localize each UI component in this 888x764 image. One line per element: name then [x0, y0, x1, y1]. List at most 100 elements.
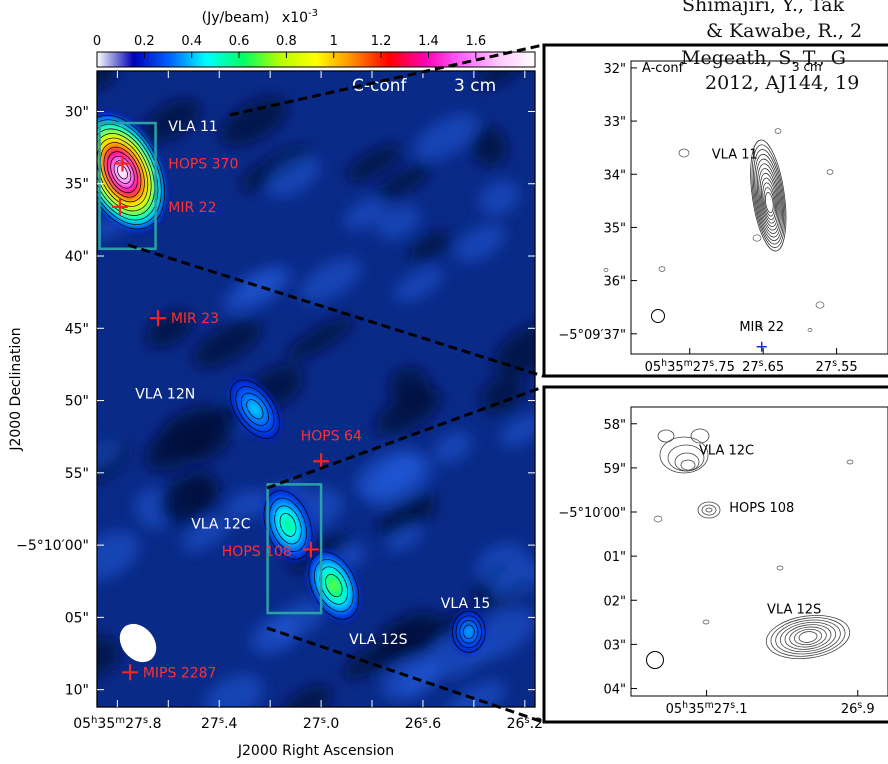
contour-line	[113, 160, 132, 184]
noise-blob	[375, 164, 432, 201]
y-tick-label: −5°10′00"	[16, 538, 89, 554]
contour-line	[240, 392, 269, 426]
colorbar-unit: (Jy/beam) x10-3	[202, 8, 318, 26]
colorbar-tick-label: 0.6	[229, 34, 250, 49]
marker-cross	[122, 664, 139, 681]
noise-blob	[376, 205, 420, 240]
emission-level	[252, 406, 258, 412]
x-axis-label: J2000 Right Ascension	[237, 743, 394, 759]
x-tick-label: 05h35m27s.1	[666, 700, 748, 717]
marker-label: MIR 22	[168, 200, 216, 216]
noise-blob	[378, 620, 423, 664]
contour-line	[659, 436, 709, 474]
contour-line	[770, 617, 846, 657]
contour-line	[97, 123, 159, 221]
inset-b-background	[544, 387, 888, 722]
source-markers: HOPS 370 MIR 22 MIR 23 HOPS 64 HOPS 108 MIPS …	[111, 155, 362, 681]
noise-blob	[377, 493, 437, 537]
colorbar-tick-label: 1.2	[371, 34, 392, 49]
noise-blob	[220, 96, 288, 147]
y-tick-label: 40"	[65, 249, 89, 265]
y-tick-label: 01"	[603, 550, 626, 565]
y-tick-label: 32"	[603, 62, 626, 77]
noise-blob	[344, 197, 387, 231]
contour-line	[117, 164, 128, 180]
contour-line	[279, 513, 297, 537]
contour-line	[763, 187, 775, 217]
contour-line	[775, 619, 841, 655]
noise-blob	[394, 266, 444, 302]
noise-blob	[375, 388, 442, 436]
y-tick-label: 35"	[603, 221, 626, 236]
inset-a-plot-frame	[630, 60, 888, 355]
reference-line-1: Shimajiri, Y., Tak	[682, 0, 845, 16]
colorbar: (Jy/beam) x10-3 0 0.2 0.4 0.6 0.8 1 1.2 1.4 1.6	[93, 8, 536, 68]
noise-blob	[222, 266, 292, 314]
emission-level	[285, 521, 291, 528]
noise-blob	[476, 71, 525, 88]
y-tick-label: 03"	[603, 638, 626, 653]
noise-contour	[752, 234, 762, 242]
noise-contour	[815, 301, 825, 309]
contour-line	[697, 501, 721, 519]
noise-blob	[204, 673, 264, 707]
contour-line	[274, 505, 302, 545]
colorbar-tick-labels: 0 0.2 0.4 0.6 0.8 1 1.2 1.4 1.6	[93, 34, 486, 49]
zoom-connectors	[127, 43, 544, 724]
y-tick-label: −5°10′00"	[558, 506, 626, 521]
noise-blob	[97, 530, 140, 581]
contour-line	[798, 631, 818, 643]
colorbar-tick-label: 0.8	[276, 34, 297, 49]
inset-a-marker-label: MIR 22	[739, 320, 784, 335]
contour-line	[754, 153, 783, 241]
inset-a-noise-contours	[603, 128, 834, 332]
x-tick-label: 27s.55	[816, 358, 858, 375]
marker-cross	[313, 453, 330, 470]
connector-bot-1	[266, 385, 544, 490]
zoom-boxes	[98, 121, 323, 615]
contour-line	[97, 128, 155, 216]
noise-blob	[97, 440, 122, 471]
y-tick-label: 36"	[603, 275, 626, 290]
noise-blob	[346, 144, 402, 182]
contour-line	[764, 191, 774, 214]
connector-top-1	[229, 43, 544, 117]
noise-contour	[653, 515, 663, 523]
noise-blob	[480, 375, 524, 414]
x-tick-label: 27s.4	[201, 715, 238, 732]
noise-blob	[381, 655, 439, 702]
source-label: VLA 12N	[135, 386, 195, 402]
contour-line	[762, 182, 776, 221]
inset-a-background	[544, 45, 888, 376]
x-tick-label: 05h35m27s.8	[73, 715, 161, 732]
reference-line-4: 2012, AJ144, 19	[705, 72, 859, 94]
marker-label: MIR 23	[171, 311, 219, 327]
noise-blob	[299, 257, 362, 303]
contour-line	[246, 399, 264, 420]
y-tick-label: 34"	[603, 168, 626, 183]
y-tick-label: 33"	[603, 115, 626, 130]
reference-text: Shimajiri, Y., Tak & Kawabe, R., 2	[682, 0, 862, 42]
inset-a-band: 3 cm	[792, 60, 822, 74]
noise-contour	[755, 324, 763, 330]
marker-cross	[756, 341, 767, 352]
contour-line	[750, 139, 787, 252]
x-tick-label: 26s.6	[405, 715, 442, 732]
inset-b-label: VLA 12S	[767, 602, 821, 617]
colorbar-tick-label: 0.2	[134, 34, 155, 49]
inset-a-frame	[542, 43, 888, 378]
source-labels: VLA 11 VLA 12N VLA 12C VLA 12S VLA 15	[135, 119, 490, 648]
inset-b-contours	[657, 428, 851, 660]
contour-line	[462, 624, 475, 640]
contour-line	[455, 615, 482, 649]
source-label: VLA 11	[168, 119, 218, 135]
colorbar-tick-label: 1.6	[465, 34, 486, 49]
noise-contour	[776, 565, 784, 571]
x-tick-label: 27s.65	[742, 358, 784, 375]
contour-line	[319, 566, 349, 605]
inset-a-label: VLA 11	[712, 147, 758, 162]
contour-line	[756, 163, 781, 234]
y-tick-label: 30"	[65, 104, 89, 120]
reference-line-3: Megeath, S. T., G	[681, 47, 846, 69]
